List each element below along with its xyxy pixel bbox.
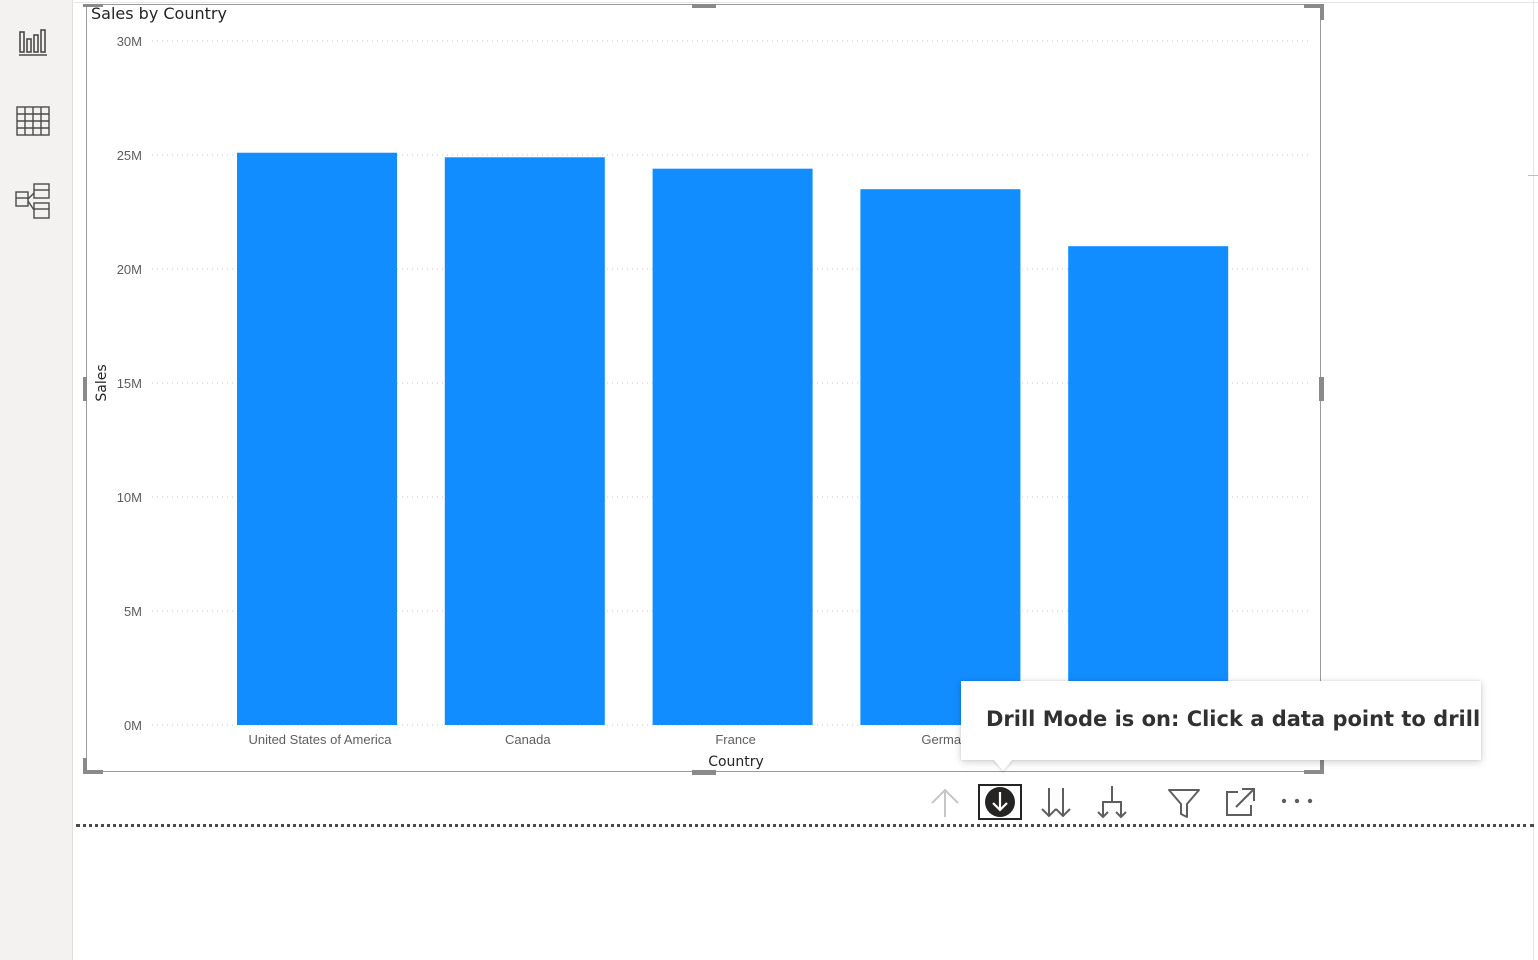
expand-next-level-button[interactable] [1094, 784, 1130, 820]
canvas-top-border [72, 2, 1538, 3]
visual-title: Sales by Country [91, 4, 227, 23]
resize-handle-bottom-left-h[interactable] [83, 770, 103, 774]
x-tick-label: France [715, 732, 755, 747]
x-tick-label: Canada [505, 732, 551, 747]
y-tick-label: 10M [117, 490, 142, 505]
drill-mode-button[interactable] [978, 784, 1022, 820]
table-grid-icon [16, 106, 50, 136]
tooltip-text: Drill Mode is on: Click a data point to … [986, 707, 1481, 731]
bar[interactable] [652, 168, 813, 725]
view-switcher-rail [0, 0, 73, 960]
resize-handle-top-left[interactable] [83, 4, 103, 7]
bar[interactable] [1068, 246, 1229, 725]
report-view-button[interactable] [14, 22, 52, 60]
canvas-edge-marker [1528, 175, 1538, 176]
go-to-next-level-button[interactable] [1038, 784, 1074, 820]
drill-down-circle-icon [985, 787, 1015, 817]
x-tick-label: Germar [921, 732, 966, 747]
filter-button[interactable] [1166, 784, 1202, 820]
resize-handle-bottom-right-v[interactable] [1320, 758, 1324, 774]
resize-handle-bottom[interactable] [692, 770, 716, 775]
focus-mode-icon [1226, 788, 1255, 816]
y-tick-label: 20M [117, 262, 142, 277]
page-boundary-line [76, 824, 1534, 827]
resize-handle-top-right-h[interactable] [1304, 4, 1324, 8]
arrow-up-icon [931, 788, 959, 817]
y-tick-label: 5M [124, 604, 142, 619]
resize-handle-right[interactable] [1319, 377, 1324, 401]
bar-chart-icon [19, 29, 47, 56]
bar[interactable] [860, 189, 1021, 725]
expand-hierarchy-icon [1097, 786, 1127, 819]
y-axis-title: Sales [94, 364, 110, 401]
y-tick-label: 0M [124, 718, 142, 733]
more-options-button[interactable] [1279, 784, 1315, 820]
model-diagram-icon [15, 183, 50, 219]
drill-up-button[interactable] [926, 784, 962, 820]
model-view-button[interactable] [14, 182, 52, 220]
x-tick-label: United States of America [248, 732, 392, 747]
filter-icon [1168, 789, 1200, 818]
focus-mode-button[interactable] [1222, 784, 1258, 820]
y-tick-label: 30M [117, 34, 142, 49]
bar[interactable] [444, 157, 605, 725]
canvas-right-border [1533, 0, 1534, 960]
resize-handle-top-right-v[interactable] [1320, 4, 1324, 20]
x-axis-title: Country [708, 754, 764, 770]
resize-handle-top[interactable] [692, 4, 716, 8]
resize-handle-bottom-left-v[interactable] [83, 758, 87, 774]
resize-handle-left[interactable] [83, 377, 87, 401]
bar[interactable] [237, 152, 397, 726]
double-arrow-down-icon [1041, 788, 1071, 818]
resize-handle-bottom-right-h[interactable] [1304, 770, 1324, 774]
y-tick-label: 25M [117, 148, 142, 163]
more-options-icon [1281, 798, 1313, 804]
drill-mode-tooltip: Drill Mode is on: Click a data point to … [961, 681, 1481, 760]
data-view-button[interactable] [14, 102, 52, 140]
y-tick-label: 15M [117, 376, 142, 391]
tooltip-beak [993, 759, 1013, 771]
